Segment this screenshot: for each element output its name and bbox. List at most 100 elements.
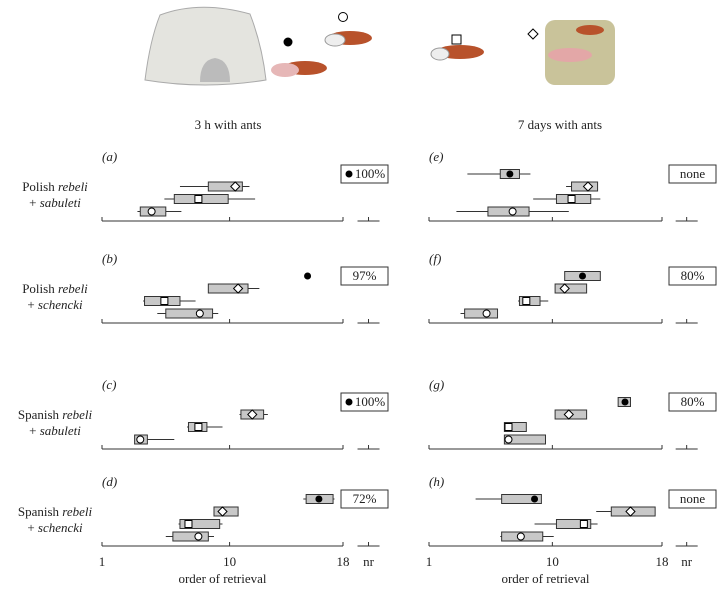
median-marker [563, 409, 575, 420]
panel-label: (d) [102, 474, 117, 489]
column-title: 3 h with ants [195, 117, 262, 132]
x-axis-label: order of retrieval [501, 571, 589, 586]
median-marker [516, 532, 525, 541]
median-marker [160, 297, 169, 305]
illustration [144, 6, 615, 86]
retention-box [340, 392, 389, 412]
row-label-species: schencki [38, 297, 83, 312]
median-marker [508, 207, 517, 216]
row-label-word: + [27, 520, 34, 535]
retention-box [340, 164, 389, 184]
median-marker [195, 309, 204, 318]
row-label: Polish rebeli [22, 281, 88, 296]
retention-box [668, 266, 717, 286]
row-label-species: rebeli [62, 504, 92, 519]
panel-label: (e) [429, 149, 443, 164]
row-label-word: Spanish [18, 407, 60, 422]
row-label: + schencki [27, 520, 83, 535]
median-marker [482, 309, 491, 318]
x-tick-label: 1 [426, 554, 433, 569]
median-marker [184, 520, 193, 528]
row-label: + schencki [27, 297, 83, 312]
retention-label: 80% [681, 394, 705, 409]
box [555, 519, 592, 529]
row-label-species: rebeli [58, 281, 88, 296]
row-label-species: rebeli [58, 179, 88, 194]
median-marker [504, 423, 513, 431]
median-marker [559, 283, 570, 294]
median-marker [504, 435, 513, 444]
median-marker [147, 207, 156, 216]
box [501, 494, 542, 504]
panel-label: (g) [429, 377, 444, 392]
median-marker [230, 181, 241, 192]
box [554, 283, 588, 294]
panel-label: (b) [102, 251, 117, 266]
retention-label: none [680, 491, 706, 506]
column-title: 7 days with ants [518, 117, 602, 132]
retention-box [668, 489, 717, 509]
box [179, 519, 221, 529]
median-marker [625, 506, 636, 517]
row-label: + sabuleti [29, 423, 81, 438]
median-marker [194, 423, 203, 431]
median-marker [582, 181, 594, 192]
row-label-species: schencki [38, 520, 83, 535]
box [207, 181, 243, 192]
retention-label: none [680, 166, 706, 181]
retention-box [340, 266, 389, 286]
x-tick-label: 18 [656, 554, 669, 569]
retention-box [340, 489, 389, 509]
median-marker [621, 398, 629, 406]
row-label-word: + [29, 423, 36, 438]
median-marker [315, 495, 323, 503]
row-label-species: sabuleti [40, 423, 82, 438]
row-label-word: Polish [22, 179, 55, 194]
retention-marker [345, 398, 353, 406]
box [172, 531, 209, 542]
retention-label: 97% [353, 268, 377, 283]
row-label-species: rebeli [62, 407, 92, 422]
row-label: Polish rebeli [22, 179, 88, 194]
x-tick-label: 10 [546, 554, 559, 569]
row-label-word: Polish [22, 281, 55, 296]
row-label: + sabuleti [29, 195, 81, 210]
box [503, 422, 527, 432]
x-tick-label: nr [363, 554, 375, 569]
retention-box [668, 164, 717, 184]
x-axis-label: order of retrieval [178, 571, 266, 586]
median-marker [247, 409, 258, 420]
median-marker [194, 195, 203, 203]
box [207, 283, 249, 294]
row-label-word: Spanish [18, 504, 60, 519]
median-marker [579, 272, 587, 280]
median-marker [522, 297, 531, 305]
row-label-species: sabuleti [40, 195, 82, 210]
median-marker [567, 195, 576, 203]
median-marker [232, 283, 244, 294]
box [464, 308, 499, 319]
x-tick-label: nr [681, 554, 693, 569]
retention-marker [345, 170, 353, 178]
row-label-word: + [27, 297, 34, 312]
panel-label: (h) [429, 474, 444, 489]
x-tick-label: 18 [337, 554, 350, 569]
retention-label: 72% [353, 491, 377, 506]
median-marker [304, 272, 312, 280]
box [487, 206, 530, 217]
row-label-word: + [29, 195, 36, 210]
retention-label: 100% [355, 166, 386, 181]
median-marker [194, 532, 203, 541]
median-marker [531, 495, 539, 503]
box [165, 308, 214, 319]
retention-label: 80% [681, 268, 705, 283]
row-label: Spanish rebeli [18, 504, 93, 519]
median-marker [217, 506, 228, 517]
x-tick-label: 1 [99, 554, 106, 569]
retention-box [668, 392, 717, 412]
median-marker [136, 435, 145, 444]
panel-label: (c) [102, 377, 116, 392]
panel-label: (f) [429, 251, 441, 266]
